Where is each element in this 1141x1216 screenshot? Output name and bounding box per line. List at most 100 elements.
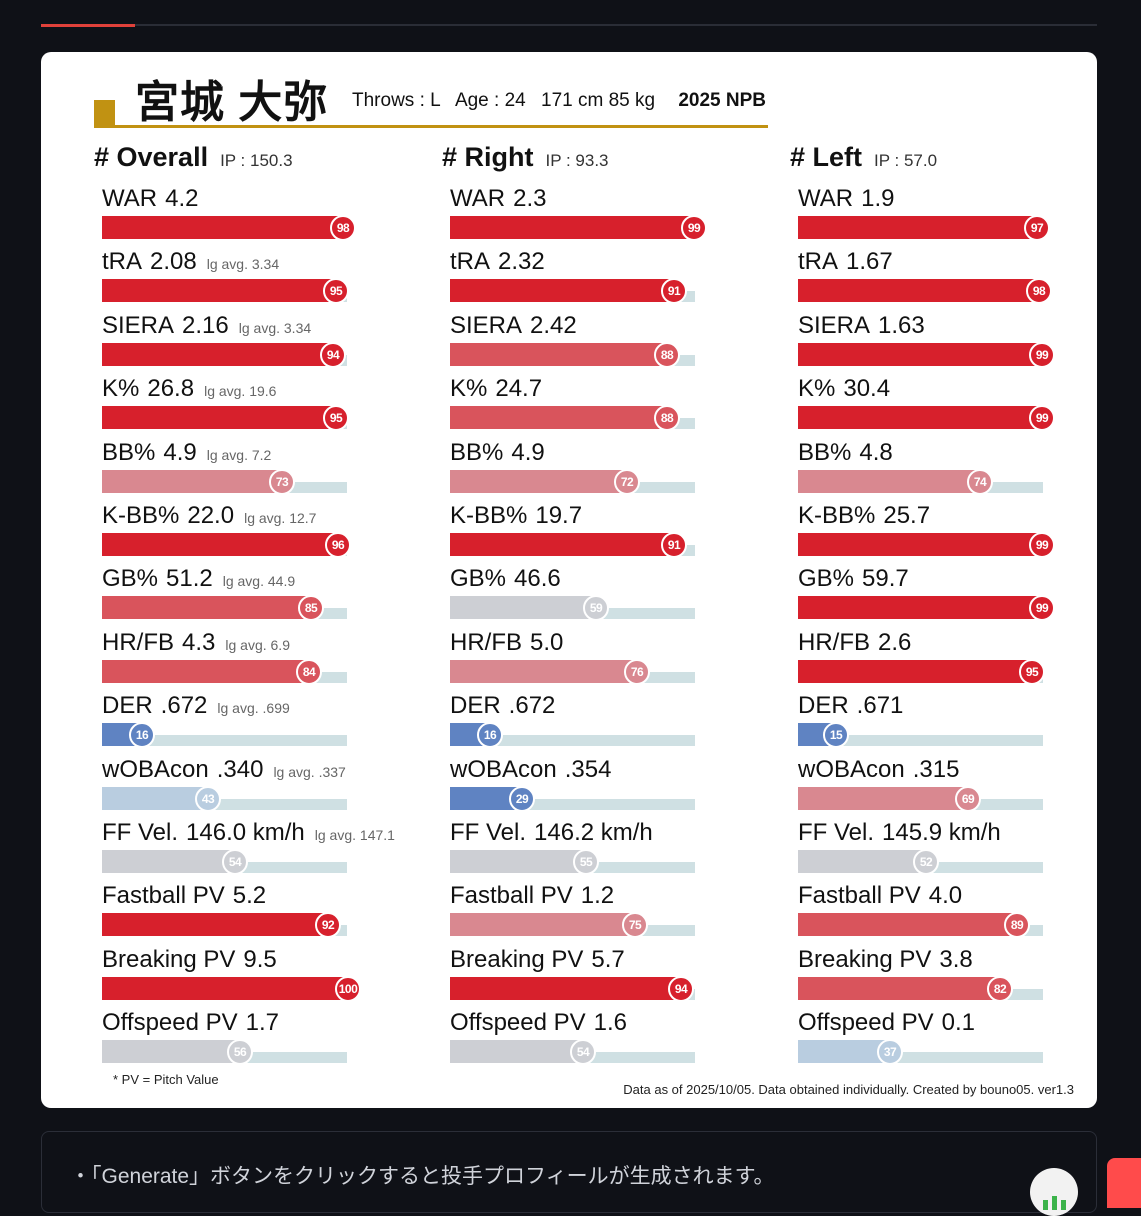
header-accent-block (94, 100, 115, 126)
metric-value: .315 (912, 755, 960, 783)
metric-row: DER .672 16 (450, 692, 770, 755)
percentile-bar (798, 469, 979, 493)
metric-row: BB% 4.9 lg avg. 7.2 73 (102, 439, 422, 502)
metric-value: 145.9 km/h (882, 819, 1001, 846)
metric-value: 4.9 (163, 438, 197, 466)
running-status-icon (1030, 1168, 1078, 1216)
metric-label: HR/FB 2.6 (798, 629, 911, 657)
metric-label: HR/FB 5.0 (450, 629, 563, 657)
percentile-bar (798, 850, 925, 873)
metric-value: 1.7 (245, 1009, 280, 1037)
column-overall: # Overall IP : 150.3 WAR 4.2 98 tRA 2.08 lg avg… (94, 142, 414, 1072)
metric-label: Breaking PV 9.5 (102, 946, 277, 974)
league-average: lg avg. 12.7 (244, 510, 317, 526)
metric-label: SIERA 2.42 (450, 312, 577, 340)
metric-label: K-BB% 19.7 (450, 502, 582, 530)
header-underline (94, 125, 768, 128)
metric-name: SIERA (798, 311, 871, 339)
metric-name: Offspeed PV (798, 1009, 934, 1037)
credits: Data as of 2025/10/05. Data obtained ind… (623, 1082, 1074, 1097)
metric-label: WAR 2.3 (450, 185, 546, 213)
bar-track (798, 1052, 1043, 1064)
instruction-text: ・「Generate」ボタンをクリックすると投手プロフィールが生成されます。 (70, 1165, 775, 1188)
percentile-badge: 95 (323, 405, 349, 432)
metric-label: wOBAcon .315 (798, 756, 959, 784)
metric-name: K% (798, 375, 836, 403)
metric-name: K-BB% (798, 502, 876, 529)
metric-name: FF Vel. (450, 819, 527, 846)
metric-row: tRA 1.67 98 (798, 248, 1097, 311)
percentile-badge: 94 (668, 975, 694, 1002)
metric-value: 4.9 (511, 438, 545, 466)
column-title: # Overall (94, 142, 209, 172)
percentile-bar (798, 976, 999, 1000)
metric-value: 1.6 (593, 1009, 628, 1037)
metric-label: FF Vel. 146.0 km/h lg avg. 147.1 (102, 819, 395, 849)
metric-row: Breaking PV 5.7 94 (450, 946, 770, 1009)
percentile-badge: 29 (509, 785, 535, 812)
metric-value: 1.67 (846, 248, 893, 276)
percentile-badge: 95 (323, 278, 349, 305)
bar-track (450, 735, 695, 747)
metric-row: SIERA 1.63 99 (798, 312, 1097, 375)
metric-value: 1.9 (861, 185, 895, 212)
percentile-badge: 91 (661, 532, 687, 558)
metric-label: tRA 2.32 (450, 248, 545, 276)
metric-label: K-BB% 25.7 (798, 502, 930, 530)
metric-name: HR/FB (798, 628, 870, 656)
metric-name: Fastball PV (798, 882, 921, 910)
percentile-badge: 56 (227, 1039, 253, 1066)
metric-name: K-BB% (102, 502, 180, 529)
percentile-badge: 99 (1029, 595, 1055, 622)
percentile-badge: 99 (681, 215, 707, 241)
percentile-bar (102, 216, 342, 239)
metric-row: FF Vel. 146.0 km/h lg avg. 147.1 54 (102, 819, 422, 882)
metric-label: DER .672 (450, 692, 555, 720)
metric-value: 2.6 (878, 628, 912, 656)
metric-label: BB% 4.9 (450, 439, 545, 467)
metric-label: GB% 46.6 (450, 565, 561, 593)
metric-name: Offspeed PV (102, 1009, 238, 1037)
metric-row: GB% 46.6 59 (450, 565, 770, 628)
percentile-bar (450, 976, 680, 1000)
metric-name: tRA (102, 248, 143, 276)
metric-row: SIERA 2.42 88 (450, 312, 770, 375)
league-average: lg avg. 6.9 (225, 636, 290, 653)
percentile-bar (798, 406, 1041, 430)
percentile-bar (102, 469, 281, 493)
metric-row: K% 24.7 88 (450, 375, 770, 438)
metric-name: K-BB% (450, 502, 528, 529)
column-left: # Left IP : 57.0 WAR 1.9 97 tRA 1.67 98 SIERA 1.6… (790, 142, 1097, 1072)
metric-name: DER (798, 692, 849, 720)
player-meta: Throws : L Age : 24 171 cm 85 kg 2025 NP… (352, 90, 776, 112)
percentile-bar (798, 659, 1031, 683)
metric-value: 146.2 km/h (534, 819, 653, 846)
metric-name: BB% (102, 438, 156, 466)
metric-name: K% (450, 375, 488, 403)
metric-label: Fastball PV 1.2 (450, 882, 614, 910)
metric-row: Offspeed PV 1.7 56 (102, 1009, 422, 1072)
metric-name: Offspeed PV (450, 1009, 586, 1037)
metric-label: Offspeed PV 0.1 (798, 1009, 975, 1037)
metric-name: BB% (450, 438, 504, 466)
metric-row: K-BB% 19.7 91 (450, 502, 770, 565)
metric-value: 26.8 (147, 375, 195, 403)
metric-row: wOBAcon .315 69 (798, 756, 1097, 819)
percentile-bar (102, 976, 347, 1000)
metric-row: Offspeed PV 0.1 37 (798, 1009, 1097, 1072)
metric-name: WAR (102, 185, 158, 212)
metric-name: HR/FB (450, 628, 522, 656)
league-average: lg avg. 3.34 (206, 256, 280, 273)
metric-name: GB% (450, 565, 507, 593)
metric-label: wOBAcon .340 lg avg. .337 (102, 756, 346, 786)
metric-name: wOBAcon (798, 755, 905, 783)
percentile-badge: 95 (1019, 658, 1045, 685)
league-average: lg avg. 44.9 (222, 573, 296, 590)
metric-value: 24.7 (495, 375, 543, 403)
metric-row: FF Vel. 146.2 km/h 55 (450, 819, 770, 882)
innings-pitched: IP : 93.3 (545, 151, 609, 170)
action-button[interactable] (1107, 1158, 1141, 1208)
percentile-badge: 96 (325, 532, 351, 558)
metric-name: DER (102, 692, 153, 720)
percentile-badge: 97 (1024, 215, 1050, 241)
